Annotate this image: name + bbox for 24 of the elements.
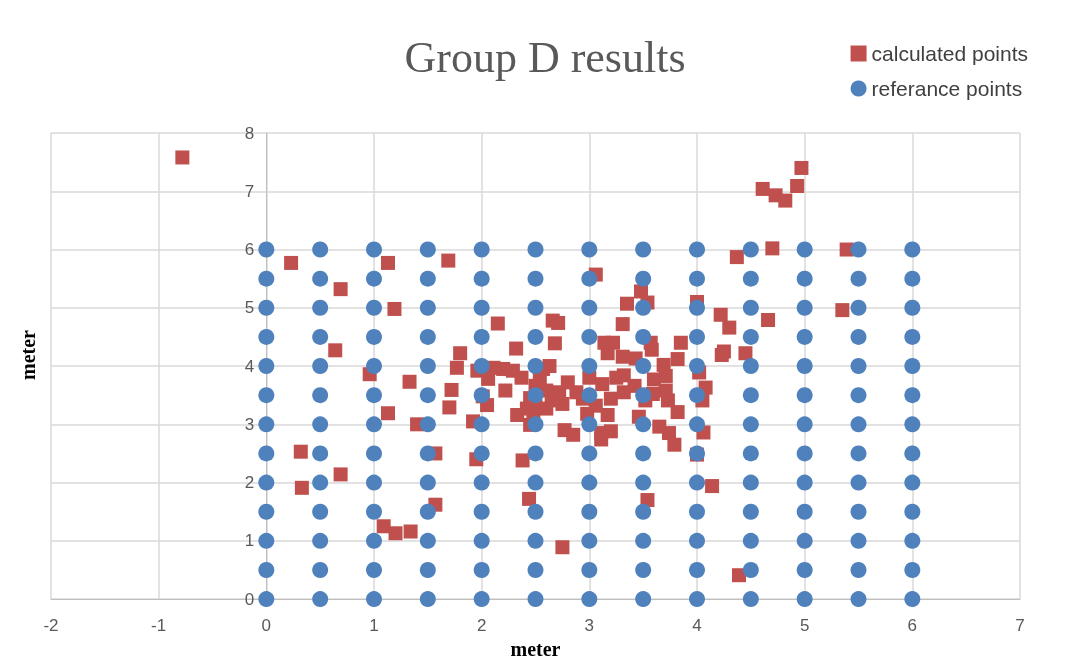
y-tick-label: 2 (244, 473, 255, 493)
y-tick-label: 8 (244, 123, 255, 143)
y-tick-label: 3 (244, 414, 255, 434)
y-tick-label: 5 (244, 298, 255, 318)
y-tick-label: 1 (244, 531, 255, 551)
x-tick-label: 4 (692, 616, 702, 636)
legend-label: calculated points (871, 42, 1028, 65)
x-tick-label: 5 (799, 616, 810, 636)
y-tick-label: 0 (244, 589, 255, 609)
x-tick-label: -1 (151, 616, 167, 636)
chart-title: Group D results (404, 32, 686, 82)
legend-label: referance points (871, 77, 1023, 100)
y-tick-label: 6 (244, 240, 255, 260)
x-tick-label: 1 (369, 616, 379, 636)
x-tick-label: 0 (261, 616, 272, 636)
x-tick-label: 7 (1015, 616, 1025, 636)
x-tick-label: 3 (584, 616, 595, 636)
x-axis-title: meter (510, 638, 561, 660)
x-tick-label: -2 (43, 616, 59, 636)
y-tick-label: 7 (244, 181, 255, 201)
y-axis-title: meter (17, 329, 39, 380)
x-tick-label: 2 (476, 616, 487, 636)
y-tick-label: 4 (244, 356, 255, 376)
x-tick-label: 6 (907, 616, 918, 636)
